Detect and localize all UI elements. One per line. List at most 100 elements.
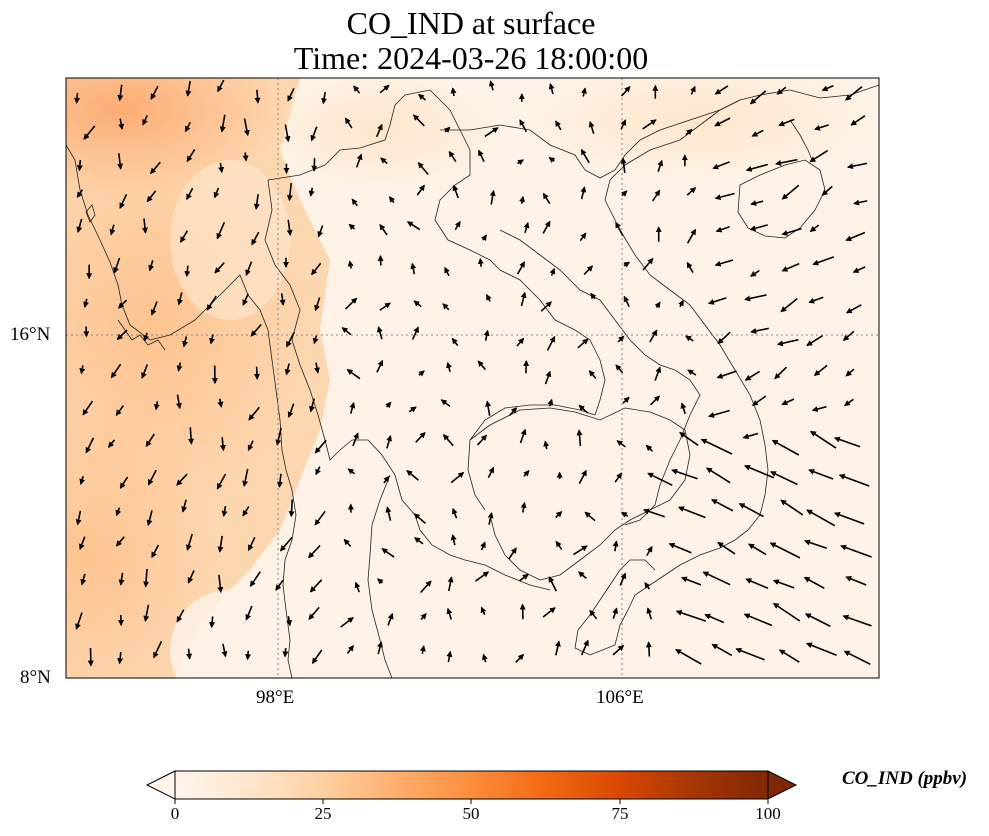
wind-arrow	[450, 534, 457, 546]
wind-arrow	[485, 293, 492, 302]
wind-arrow	[308, 187, 315, 197]
wind-arrow	[547, 398, 554, 407]
wind-arrow	[245, 650, 252, 661]
wind-arrow	[776, 86, 787, 95]
wind-arrow	[451, 337, 459, 347]
wind-arrow	[842, 614, 872, 627]
wind-arrow	[308, 544, 321, 559]
wind-arrow	[577, 338, 589, 349]
wind-arrow	[749, 90, 767, 105]
wind-arrow	[612, 607, 618, 620]
wind-arrow	[143, 568, 150, 588]
wind-arrow	[418, 93, 427, 101]
wind-arrow	[680, 402, 687, 415]
wind-arrow	[546, 335, 556, 351]
wind-arrow	[711, 498, 734, 512]
wind-arrow	[519, 195, 526, 204]
wind-arrow	[349, 402, 356, 414]
wind-arrow	[311, 262, 322, 276]
wind-arrow	[821, 185, 833, 196]
wind-arrow	[781, 184, 800, 200]
wind-arrow	[840, 544, 872, 558]
wind-arrow	[314, 362, 320, 374]
lat-label-8n: 8°N	[20, 667, 51, 688]
wind-arrow	[314, 297, 321, 312]
wind-arrow	[141, 364, 149, 379]
wind-arrow	[704, 613, 725, 624]
wind-arrow	[277, 473, 283, 488]
wind-arrow	[288, 499, 295, 518]
wind-arrow	[450, 471, 465, 484]
wind-arrow	[376, 359, 384, 373]
wind-arrow	[714, 117, 731, 127]
wind-arrow	[745, 578, 769, 590]
wind-arrow	[583, 265, 594, 276]
wind-arrow	[344, 117, 353, 129]
wind-arrow	[286, 183, 293, 202]
colorbar	[145, 770, 798, 804]
wind-arrow	[542, 220, 551, 234]
wind-arrow	[217, 535, 224, 553]
wind-arrow	[180, 230, 189, 243]
wind-arrow	[677, 506, 706, 519]
wind-arrow	[581, 87, 587, 97]
wind-arrow	[412, 114, 425, 127]
wind-arrow	[738, 502, 764, 518]
wind-arrow	[520, 291, 527, 307]
wind-arrow	[555, 120, 562, 131]
wind-vector-field	[74, 79, 872, 667]
wind-arrow	[850, 115, 866, 126]
wind-arrow	[213, 187, 220, 199]
wind-arrow	[282, 648, 289, 658]
map-frame	[65, 77, 880, 679]
wind-arrow	[780, 499, 804, 516]
wind-arrow	[590, 292, 597, 300]
wind-arrow	[80, 573, 87, 586]
wind-arrow	[769, 542, 801, 559]
wind-arrow	[686, 261, 694, 273]
wind-arrow	[176, 609, 185, 623]
wind-arrow	[314, 510, 326, 526]
wind-arrow	[151, 544, 160, 559]
wind-arrow	[712, 161, 730, 170]
wind-arrow	[751, 129, 764, 137]
wind-arrow	[489, 189, 496, 205]
wind-arrow	[540, 301, 552, 312]
wind-arrow	[806, 509, 836, 527]
wind-arrow	[317, 225, 324, 238]
wind-arrow	[309, 579, 323, 593]
lon-label-106e: 106°E	[596, 687, 644, 708]
wind-arrow	[520, 501, 527, 513]
wind-arrow	[775, 158, 798, 166]
wind-arrow	[143, 604, 150, 622]
wind-arrow	[679, 431, 699, 446]
wind-arrow	[446, 650, 453, 663]
wind-arrow	[377, 641, 383, 655]
wind-arrow	[687, 369, 697, 376]
wind-arrow	[185, 80, 192, 97]
wind-arrow	[379, 84, 390, 94]
wind-arrow	[142, 114, 148, 126]
wind-arrow	[481, 234, 487, 242]
wind-arrow	[376, 326, 383, 340]
wind-arrow	[842, 330, 855, 341]
wind-arrow	[286, 616, 293, 627]
wind-arrow	[774, 366, 788, 380]
wind-arrow	[481, 653, 488, 663]
wind-arrow	[253, 194, 260, 210]
wind-arrow	[649, 329, 658, 343]
wind-arrow	[771, 439, 800, 456]
wind-arrow	[287, 88, 295, 102]
wind-arrow	[477, 149, 485, 163]
wind-arrow	[772, 579, 795, 589]
wind-arrow	[821, 85, 834, 92]
wind-arrow	[617, 335, 625, 343]
wind-arrow	[744, 464, 775, 479]
wind-arrow	[217, 574, 224, 594]
wind-arrow	[447, 576, 454, 592]
wind-arrow	[809, 224, 820, 233]
wind-arrow	[519, 603, 526, 620]
wind-arrow	[150, 85, 159, 100]
wind-arrow	[186, 648, 193, 660]
wind-arrow	[177, 292, 183, 306]
